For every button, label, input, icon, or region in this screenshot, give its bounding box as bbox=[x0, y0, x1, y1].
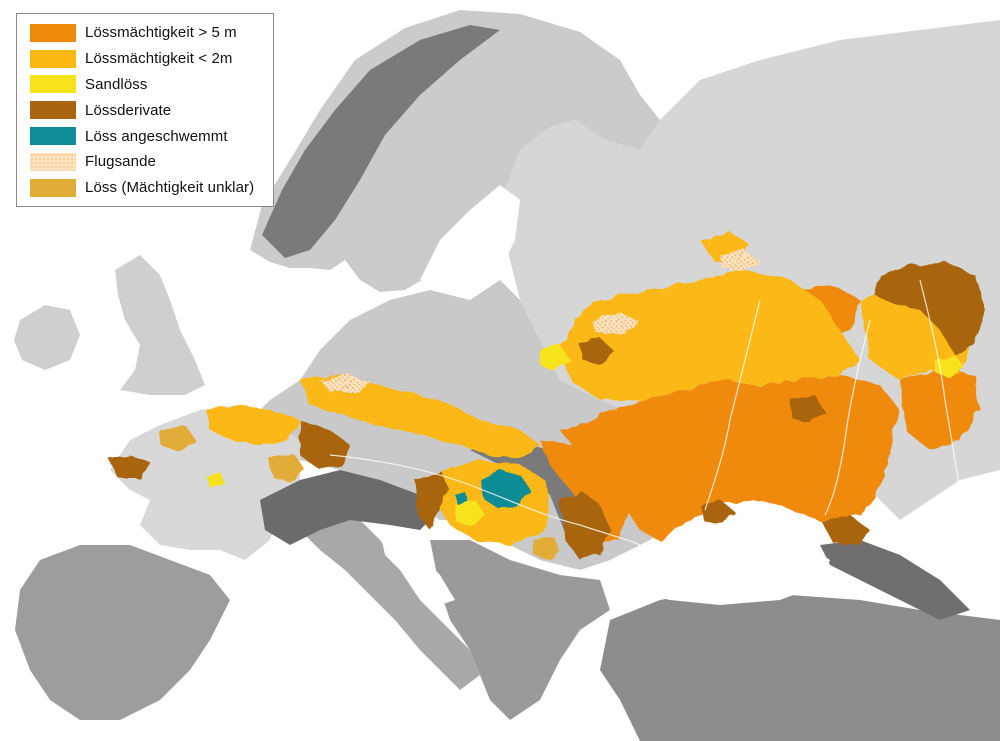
loess-thick-lower-danube bbox=[540, 440, 630, 545]
legend-label: Flugsande bbox=[85, 153, 156, 171]
river-danube bbox=[329, 454, 641, 546]
loess-derivate-carpathian bbox=[560, 490, 610, 560]
loess-derivate-france-west bbox=[110, 455, 150, 478]
map-legend: Lössmächtigkeit > 5 m Lössmächtigkeit < 2… bbox=[16, 13, 274, 207]
adriatic-sea bbox=[380, 530, 455, 605]
balkans bbox=[430, 540, 610, 720]
river-dnieper bbox=[704, 299, 761, 511]
caucasus bbox=[820, 540, 970, 620]
legend-swatch bbox=[30, 152, 76, 171]
sandloess-russia bbox=[935, 355, 965, 378]
ireland bbox=[14, 305, 80, 370]
legend-swatch bbox=[30, 75, 76, 94]
loess-thin-germany bbox=[300, 375, 540, 460]
loess-unclear-alps bbox=[270, 455, 305, 482]
legend-swatch bbox=[30, 127, 76, 146]
legend-item: Lössderivate bbox=[30, 97, 267, 123]
loess-thin-ukraine-north bbox=[560, 270, 860, 400]
flugsande-russia bbox=[720, 250, 760, 272]
legend-label: Lössmächtigkeit > 5 m bbox=[85, 24, 237, 42]
alps bbox=[260, 470, 440, 545]
legend-item: Löss (Mächtigkeit unklar) bbox=[30, 175, 267, 201]
loess-deposits bbox=[110, 232, 985, 560]
flugsande-north-germany bbox=[320, 375, 370, 392]
river-don bbox=[824, 319, 871, 516]
anatolia bbox=[600, 590, 1000, 741]
legend-item: Löss angeschwemmt bbox=[30, 123, 267, 149]
rivers bbox=[329, 279, 961, 546]
baltic-sea bbox=[420, 185, 520, 285]
legend-item: Flugsande bbox=[30, 149, 267, 175]
scandinavia bbox=[250, 10, 660, 292]
legend-label: Lössderivate bbox=[85, 101, 172, 119]
legend-label: Löss angeschwemmt bbox=[85, 127, 228, 145]
river-volga bbox=[919, 279, 961, 491]
legend-swatch bbox=[30, 49, 76, 68]
loess-derivate-russia-mid bbox=[790, 395, 825, 422]
loess-derivate-volga bbox=[875, 262, 985, 355]
loess-unclear-france bbox=[160, 425, 195, 452]
legend-swatch bbox=[30, 178, 76, 197]
legend-item: Lössmächtigkeit > 5 m bbox=[30, 20, 267, 46]
legend-label: Lössmächtigkeit < 2m bbox=[85, 50, 233, 68]
legend-item: Sandlöss bbox=[30, 72, 267, 98]
sandloess-pannonian bbox=[455, 500, 485, 525]
loess-derivate-pannonian-ring bbox=[415, 470, 450, 530]
loess-derivate-caucasus bbox=[820, 515, 870, 545]
loess-derivate-alps-north bbox=[300, 420, 350, 470]
loess-derivate-crimea bbox=[700, 500, 735, 525]
legend-label: Löss (Mächtigkeit unklar) bbox=[85, 179, 255, 197]
alluvial-loess-pannonian bbox=[480, 470, 530, 510]
great-britain bbox=[115, 255, 205, 395]
sandloess-poland bbox=[540, 345, 570, 372]
loess-thin-france bbox=[205, 405, 300, 445]
sandloess-france bbox=[205, 472, 225, 488]
scandinavian-mountains bbox=[262, 25, 500, 258]
loess-thick-east bbox=[900, 370, 980, 450]
iberia bbox=[15, 545, 230, 720]
italy bbox=[300, 510, 480, 690]
loess-unclear-balkan bbox=[532, 538, 560, 560]
legend-swatch bbox=[30, 23, 76, 42]
legend-swatch bbox=[30, 101, 76, 120]
black-sea bbox=[620, 525, 830, 605]
loess-derivate-poland bbox=[580, 338, 615, 365]
alluvial-loess-small bbox=[455, 492, 468, 505]
water-bodies bbox=[380, 185, 830, 605]
legend-item: Lössmächtigkeit < 2m bbox=[30, 46, 267, 72]
legend-label: Sandlöss bbox=[85, 75, 148, 93]
flugsande-poland bbox=[590, 312, 640, 335]
